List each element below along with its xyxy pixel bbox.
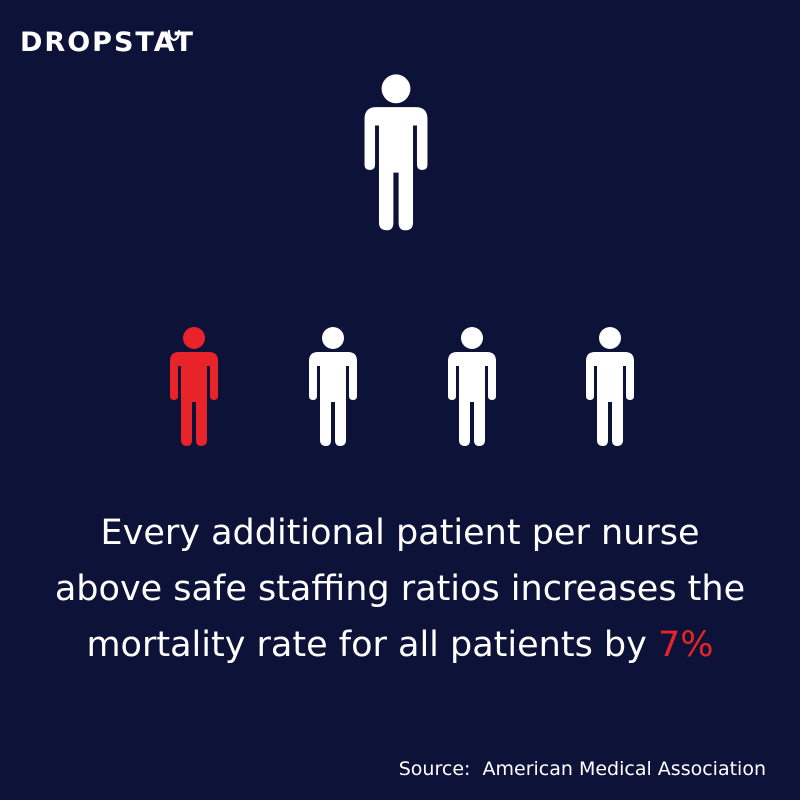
statement-text: Every additional patient per nurse above… — [10, 505, 790, 673]
patient-person-icon — [443, 326, 501, 448]
source-citation: Source: American Medical Association — [399, 758, 766, 780]
dropstat-logo: DROPSTAT — [20, 26, 195, 68]
nurse-person-icon — [358, 64, 434, 242]
logo-drop-icon — [167, 30, 181, 42]
patient-person-icon-highlighted — [165, 326, 223, 448]
patient-person-icon — [304, 326, 362, 448]
person-icon — [364, 74, 428, 231]
patient-person-icon — [581, 326, 639, 448]
statement-line-3: mortality rate for all patients by 7% — [10, 617, 790, 673]
logo-text: DROPSTAT — [20, 27, 195, 58]
person-icon — [170, 327, 218, 446]
statement-line-3-prefix: mortality rate for all patients by — [86, 625, 658, 665]
statement-line-2: above safe staffing ratios increases the — [54, 569, 746, 609]
person-icon — [309, 327, 357, 446]
person-icon — [586, 327, 634, 446]
statement-highlight-percent: 7% — [658, 625, 714, 665]
source-label: Source: — [398, 758, 471, 780]
person-icon — [448, 327, 496, 446]
statement-line-1: Every additional patient per nurse — [100, 513, 700, 553]
source-text: American Medical Association — [482, 758, 766, 780]
